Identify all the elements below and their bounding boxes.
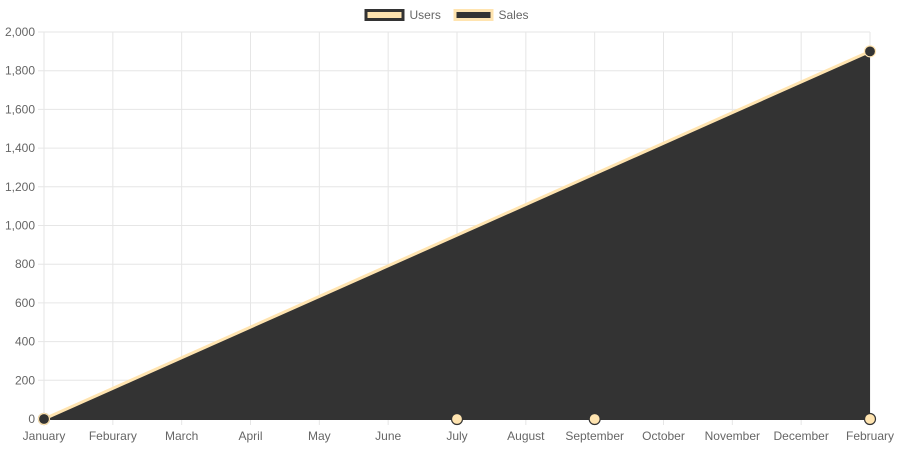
- y-tick-label: 600: [15, 296, 35, 310]
- x-tick-label: May: [308, 429, 331, 443]
- x-tick-label: August: [507, 429, 545, 443]
- x-tick-label: June: [375, 429, 401, 443]
- x-axis-ticks: January Feburary March April May June July Augu…: [23, 429, 894, 443]
- series-lines: [43, 49, 871, 421]
- x-tick-label: October: [642, 429, 685, 443]
- x-tick-label: February: [846, 429, 894, 443]
- x-tick-label: March: [165, 429, 198, 443]
- data-point-sales[interactable]: [863, 45, 877, 58]
- y-tick-label: 800: [15, 257, 35, 271]
- x-tick-label: Feburary: [89, 429, 137, 443]
- series-line-sales: [43, 49, 871, 421]
- y-axis-ticks: 0 200 400 600 800 1,000 1,200 1,400 1,600 1,800 2,…: [5, 25, 35, 426]
- legend-label-users: Users: [410, 8, 441, 22]
- y-tick-label: 1,200: [5, 180, 35, 194]
- legend-swatch-users: [364, 9, 405, 21]
- y-tick-label: 1,600: [5, 102, 35, 116]
- data-point-users[interactable]: [588, 412, 601, 426]
- y-tick-label: 1,400: [5, 141, 35, 155]
- legend-swatch-sales: [453, 9, 494, 21]
- x-tick-label: April: [238, 429, 262, 443]
- y-tick-label: 0: [28, 412, 35, 426]
- y-tick-label: 1,800: [5, 64, 35, 78]
- y-tick-label: 1,000: [5, 219, 35, 233]
- legend-item-users[interactable]: Users: [364, 8, 441, 22]
- data-point-users[interactable]: [863, 412, 877, 426]
- x-tick-label: November: [705, 429, 760, 443]
- y-tick-label: 400: [15, 335, 35, 349]
- x-tick-label: September: [565, 429, 624, 443]
- data-point-users[interactable]: [450, 412, 464, 426]
- x-tick-label: January: [23, 429, 66, 443]
- data-point-sales[interactable]: [37, 412, 51, 426]
- legend-item-sales[interactable]: Sales: [453, 8, 529, 22]
- series-points: [37, 45, 877, 426]
- y-tick-label: 2,000: [5, 25, 35, 39]
- x-tick-label: July: [446, 429, 467, 443]
- y-tick-label: 200: [15, 373, 35, 387]
- legend: Users Sales: [364, 8, 529, 22]
- x-tick-label: December: [773, 429, 828, 443]
- legend-label-sales: Sales: [499, 8, 529, 22]
